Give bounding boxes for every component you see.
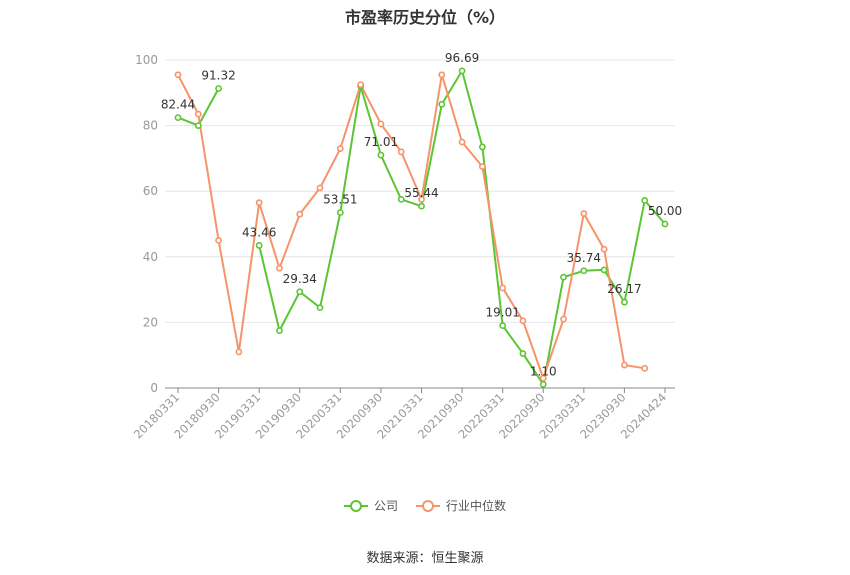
- company-data-point: [478, 143, 486, 151]
- company-data-point: [641, 196, 649, 204]
- series-lines: [174, 67, 669, 388]
- company-data-label: 35.74: [567, 251, 601, 265]
- industry-median-data-point: [519, 317, 527, 325]
- company-data-point: [499, 322, 507, 330]
- company-data-label: 19.01: [485, 306, 519, 320]
- company-data-label: 53.51: [323, 192, 357, 206]
- company-data-point: [397, 195, 405, 203]
- y-tick-label: 40: [143, 250, 158, 264]
- company-data-point: [621, 298, 628, 306]
- industry-median-data-point: [255, 199, 263, 207]
- industry-median-data-point: [194, 110, 202, 118]
- company-data-point: [255, 242, 263, 249]
- industry-median-data-point: [499, 284, 507, 292]
- industry-median-data-point: [418, 195, 425, 203]
- company-data-point: [519, 350, 527, 357]
- company-data-label: 82.44: [161, 98, 195, 112]
- chart-title: 市盈率历史分位（%）: [344, 8, 506, 27]
- industry-median-data-point: [336, 145, 344, 152]
- company-data-label: 43.46: [242, 225, 276, 239]
- company-data-point: [276, 327, 283, 334]
- company-data-point: [194, 122, 202, 129]
- company-data-label: 26.17: [607, 282, 641, 296]
- axes: 0204060801002018033120180930201903312019…: [131, 53, 675, 442]
- y-tick-label: 0: [150, 381, 158, 395]
- industry-median-series-line: [177, 73, 645, 380]
- grid-lines: [165, 59, 675, 323]
- industry-median-data-point: [215, 236, 222, 244]
- legend-item-company[interactable]: 公司: [343, 497, 398, 514]
- company-data-point: [560, 273, 567, 281]
- source-note: 数据来源：恒生聚源: [366, 551, 484, 566]
- industry-median-data-point: [621, 361, 628, 369]
- legend-swatch-company: [343, 499, 368, 513]
- company-data-label: 29.34: [283, 272, 317, 286]
- industry-median-data-point: [276, 264, 283, 272]
- legend-label-company: 公司: [373, 499, 398, 513]
- company-data-point: [661, 220, 669, 228]
- company-data-label: 71.01: [364, 135, 398, 149]
- company-data-point: [438, 100, 446, 108]
- legend-item-industry-median[interactable]: 行业中位数: [416, 497, 506, 514]
- company-data-point: [418, 202, 425, 210]
- industry-median-data-point: [560, 315, 567, 323]
- industry-median-data-point: [458, 138, 466, 146]
- company-data-point: [215, 85, 222, 92]
- industry-median-data-point: [438, 71, 446, 79]
- company-data-point: [377, 151, 385, 159]
- company-series-line: [258, 69, 666, 386]
- industry-median-data-point: [539, 374, 547, 382]
- data-labels: 82.44 91.32 43.46 29.34 53.51 71.01 55.44 96.69…: [161, 51, 682, 379]
- industry-median-data-point: [377, 120, 385, 128]
- y-tick-label: 60: [143, 184, 158, 198]
- company-data-label: 96.69: [445, 51, 479, 65]
- company-data-point: [600, 266, 608, 274]
- company-data-label: 91.32: [201, 68, 235, 82]
- industry-median-data-point: [641, 364, 649, 372]
- y-tick-label: 20: [143, 315, 158, 329]
- industry-median-data-point: [316, 184, 324, 192]
- company-data-point: [580, 267, 588, 275]
- company-data-point: [458, 67, 466, 75]
- legend-label-industry-median: 行业中位数: [446, 499, 507, 513]
- company-data-label: 50.00: [648, 204, 682, 218]
- legend: 公司 行业中位数: [0, 497, 850, 514]
- company-data-point: [296, 288, 304, 296]
- company-data-point: [336, 209, 344, 216]
- company-data-point: [174, 114, 182, 121]
- company-data-label: 1.10: [530, 364, 557, 378]
- y-tick-label: 100: [135, 53, 158, 67]
- legend-swatch-industry-median: [416, 499, 440, 513]
- industry-median-data-point: [600, 245, 608, 253]
- industry-median-data-point: [174, 71, 182, 79]
- industry-median-data-point: [296, 210, 304, 218]
- industry-median-data-point: [235, 348, 243, 356]
- y-tick-label: 80: [143, 119, 158, 133]
- industry-median-data-point: [357, 81, 365, 88]
- industry-median-data-point: [580, 210, 588, 217]
- company-data-point: [539, 380, 547, 388]
- industry-median-data-point: [397, 148, 405, 156]
- company-data-label: 55.44: [404, 186, 438, 200]
- industry-median-data-point: [478, 163, 486, 170]
- company-data-point: [316, 304, 324, 312]
